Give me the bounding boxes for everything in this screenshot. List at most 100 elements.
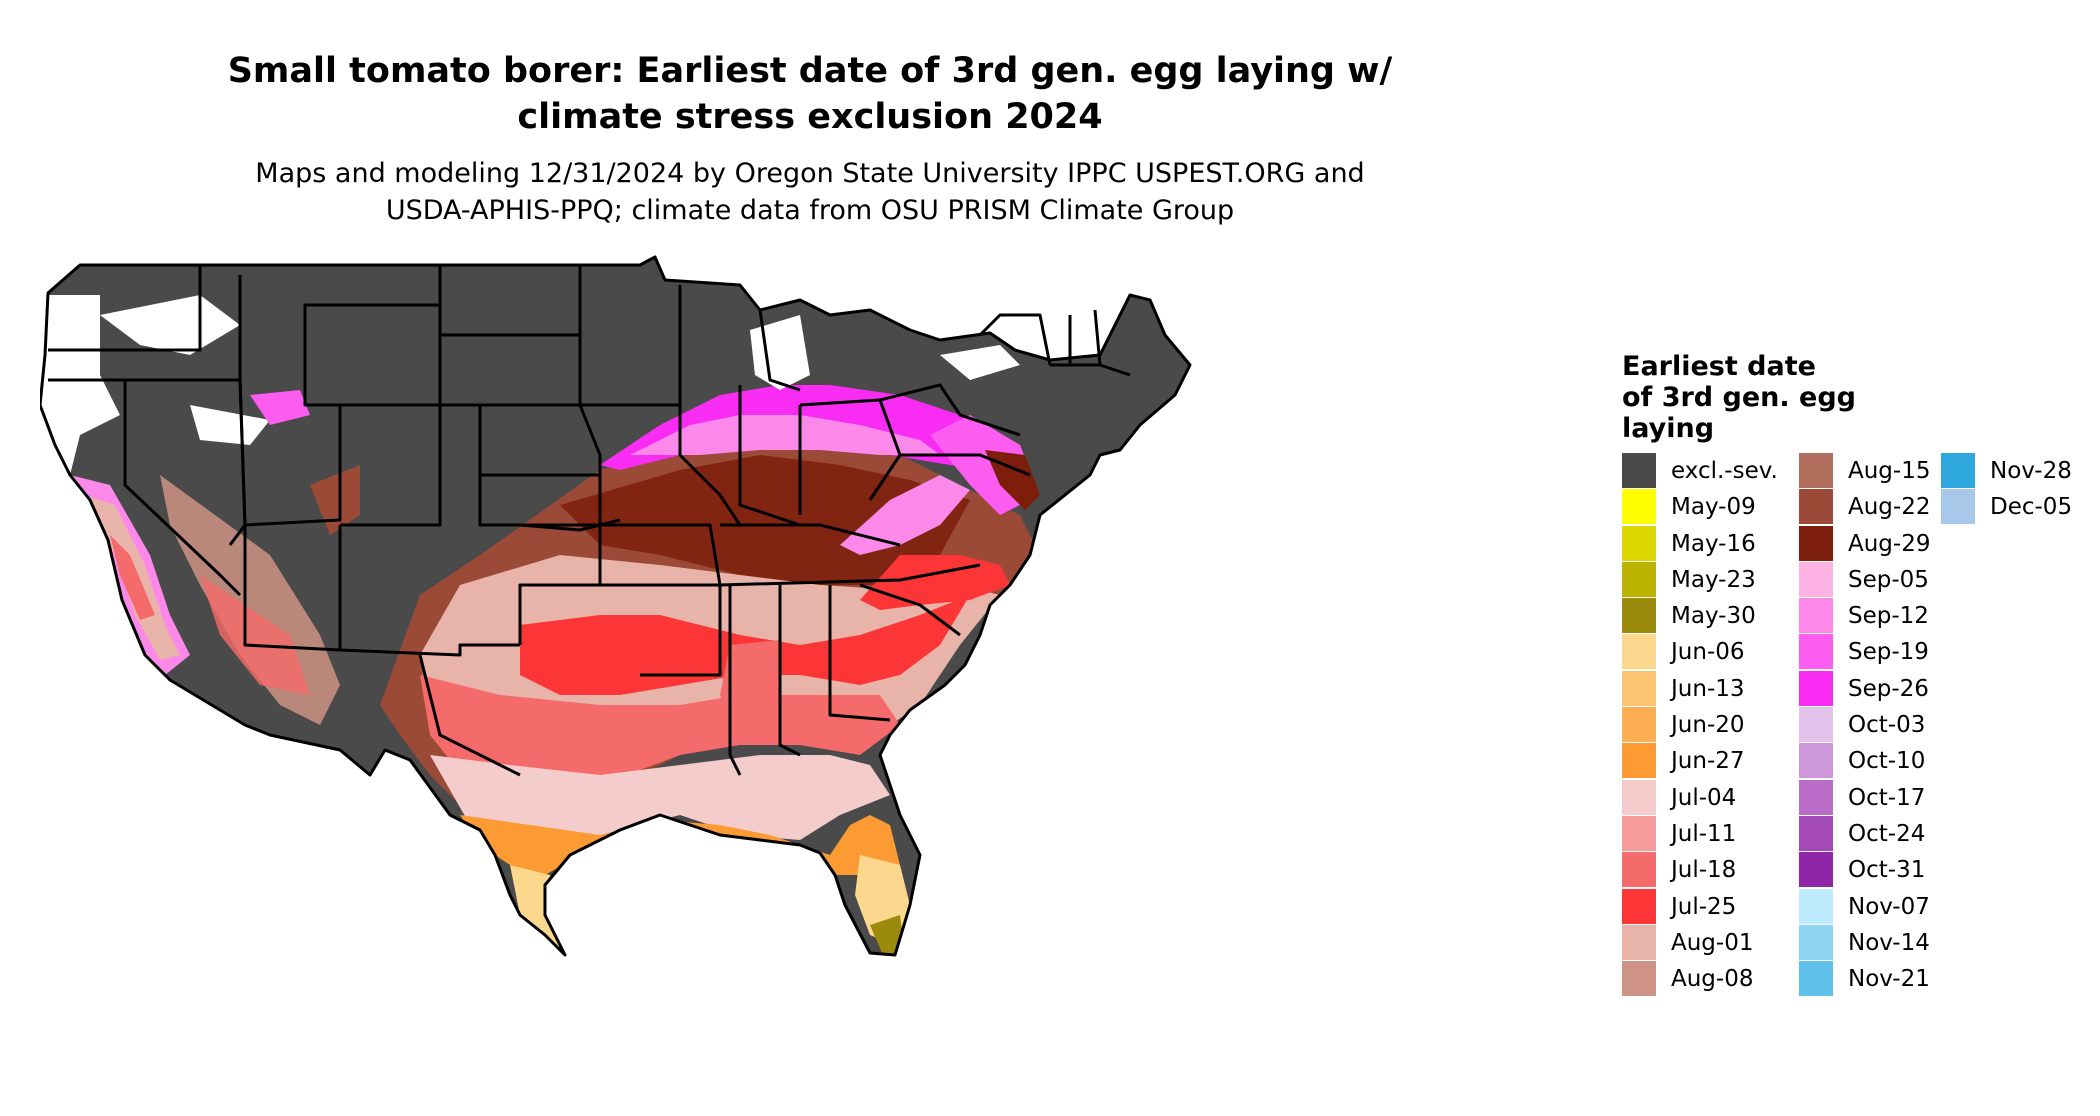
- border-tn-n: [719, 563, 981, 587]
- zone-nodata-id: [190, 405, 270, 445]
- legend-swatch: [1799, 453, 1833, 488]
- zone-sep12-appalachia: [840, 475, 970, 555]
- legend-swatch: [1799, 924, 1833, 960]
- legend-item: Jun-06: [1622, 634, 1822, 670]
- legend-label: Nov-21: [1848, 966, 1930, 993]
- legend-label: Jul-11: [1671, 820, 1737, 847]
- legend-item: Oct-03: [1799, 707, 1999, 743]
- legend-item: Aug-01: [1622, 924, 1822, 961]
- legend-label: Jun-20: [1671, 712, 1745, 739]
- legend-swatch: [1622, 489, 1656, 525]
- border-mi: [758, 309, 801, 392]
- legend-swatch: [1799, 743, 1833, 779]
- legend-item: Nov-07: [1799, 888, 1999, 925]
- legend-item: Nov-28: [1941, 453, 2100, 489]
- border-nv: [123, 380, 242, 597]
- zone-jul18-ca: [110, 535, 155, 620]
- legend-swatch: [1799, 707, 1833, 743]
- legend-label: Nov-14: [1848, 929, 1930, 956]
- legend-label: Aug-01: [1671, 929, 1754, 956]
- subtitle-line-1: Maps and modeling 12/31/2024 by Oregon S…: [255, 158, 1365, 189]
- legend-label: Sep-19: [1848, 639, 1929, 666]
- legend-item: Oct-31: [1799, 852, 1999, 888]
- legend-item: Jun-20: [1622, 707, 1822, 743]
- legend-swatch: [1941, 489, 1975, 525]
- legend-label: May-30: [1671, 603, 1756, 630]
- legend-label: Jul-04: [1671, 784, 1737, 811]
- border-md-va: [900, 453, 1031, 477]
- legend-label: Oct-17: [1848, 784, 1926, 811]
- border-mn-ia-mo: [578, 265, 602, 525]
- zone-nodata-mi: [750, 315, 810, 390]
- legend-item: Jun-27: [1622, 743, 1822, 779]
- border-pa: [879, 383, 1021, 437]
- legend-label: Jun-06: [1671, 639, 1745, 666]
- zone-aug22-ut: [310, 465, 360, 535]
- legend-label: Aug-29: [1848, 530, 1931, 557]
- legend-item: Jul-25: [1622, 888, 1822, 925]
- legend-label: Oct-10: [1848, 748, 1926, 775]
- legend-swatch: [1622, 888, 1656, 924]
- legend-label: May-23: [1671, 566, 1756, 593]
- legend-swatch: [1799, 670, 1833, 706]
- border-ms: [728, 585, 742, 776]
- legend-swatch: [1622, 815, 1656, 851]
- legend-label: Oct-03: [1848, 712, 1926, 739]
- zone-nodata-nw: [40, 295, 120, 475]
- zone-jul18-ms: [720, 640, 780, 735]
- border-co: [340, 403, 442, 527]
- legend-label: Sep-26: [1848, 675, 1929, 702]
- legend-label: Aug-08: [1671, 966, 1754, 993]
- legend-column-2: Aug-15 Aug-22 Aug-29 Sep-05 Sep-12 Sep-19 Sep-…: [1799, 453, 1999, 997]
- map-subtitle: Maps and modeling 12/31/2024 by Oregon S…: [0, 155, 1620, 229]
- legend-swatch: [1799, 525, 1833, 561]
- map-title: Small tomato borer: Earliest date of 3rd…: [0, 48, 1620, 140]
- border-ga: [828, 585, 891, 722]
- legend-swatch: [1799, 489, 1833, 525]
- subtitle-line-2: USDA-APHIS-PPQ; climate data from OSU PR…: [385, 195, 1235, 226]
- legend-swatch: [1622, 852, 1656, 888]
- legend-swatch: [1799, 634, 1833, 670]
- legend-swatch: [1622, 924, 1656, 960]
- legend-swatch: [1622, 453, 1656, 488]
- legend-item: Aug-22: [1799, 489, 1999, 525]
- legend-label: Jun-27: [1671, 748, 1745, 775]
- title-line-1: Small tomato borer: Earliest date of 3rd…: [227, 51, 1393, 91]
- zone-jul18-sw: [200, 575, 310, 695]
- legend-item: excl.-sev.: [1622, 453, 1822, 489]
- legend-label: Aug-22: [1848, 494, 1931, 521]
- legend-title-line-3: laying: [1622, 413, 1715, 444]
- legend-swatch: [1799, 561, 1833, 597]
- legend-item: Dec-05: [1941, 489, 2100, 525]
- legend-label: Nov-07: [1848, 893, 1930, 920]
- legend-column-1: excl.-sev. May-09 May-16 May-23 May-30 Jun-06…: [1622, 453, 1822, 997]
- legend-column-3: Nov-28 Dec-05: [1941, 453, 2100, 526]
- legend-label: Nov-28: [1990, 458, 2072, 484]
- legend-swatch: [1799, 852, 1833, 888]
- zone-aug29-chesapeake: [985, 450, 1040, 510]
- zone-sep19-ut: [250, 390, 310, 425]
- legend-item: Sep-26: [1799, 670, 1999, 707]
- legend-swatch: [1622, 598, 1656, 634]
- legend-label: Sep-12: [1848, 603, 1929, 630]
- legend-label: Jul-25: [1671, 893, 1737, 920]
- legend-swatch: [1622, 634, 1656, 670]
- border-ar-la: [600, 583, 722, 677]
- border-oh: [799, 398, 902, 501]
- border-tx: [418, 654, 521, 777]
- legend-item: Nov-14: [1799, 924, 1999, 961]
- legend-label: May-16: [1671, 530, 1756, 557]
- legend-item: Jul-18: [1622, 852, 1822, 888]
- legend-label: Dec-05: [1990, 494, 2073, 521]
- border-mt-wy: [238, 265, 442, 527]
- legend-item: Jul-04: [1622, 779, 1822, 816]
- legend-item: Aug-15: [1799, 453, 1999, 489]
- legend-item: Oct-10: [1799, 743, 1999, 779]
- state-boundaries: [40, 255, 1192, 957]
- legend-swatch: [1622, 525, 1656, 561]
- zone-jul04-gulf: [430, 755, 890, 845]
- border-wa: [48, 265, 202, 352]
- legend-swatch: [1941, 453, 1975, 488]
- border-al: [778, 585, 801, 757]
- border-mo-ar: [600, 523, 722, 586]
